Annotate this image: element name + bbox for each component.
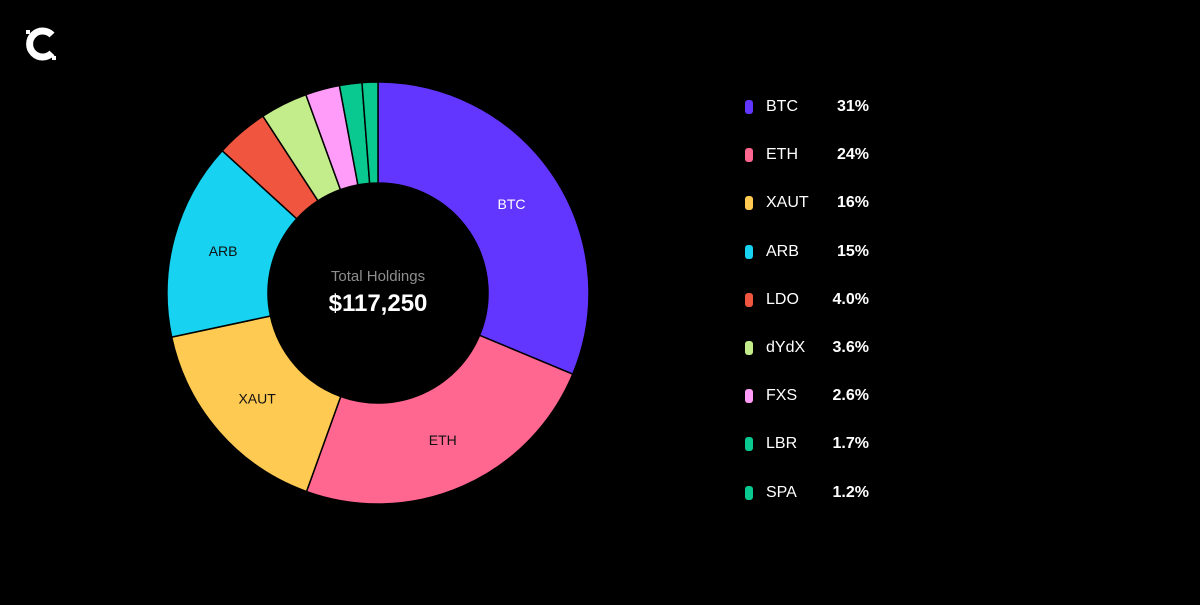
slice-spa [361,81,379,185]
legend-value: 24% [836,146,869,164]
legend-swatch [745,292,753,307]
legend-value: 3.6% [832,338,869,356]
legend-value: 2.6% [832,387,869,405]
legend-item-fxs: FXS 2.6% [745,385,885,433]
donut-chart-svg: BTC ETH XAUT ARB [166,81,590,505]
legend-label: LDO [766,290,799,308]
legend-swatch [745,437,753,452]
legend-item-xaut: XAUT 16% [745,192,885,240]
legend-label: ETH [766,146,798,164]
legend-label: LBR [766,435,798,453]
legend-item-dydx: dYdX 3.6% [745,337,885,385]
legend-value: 16% [836,194,869,212]
legend-label: SPA [766,483,797,501]
slice-btc [377,81,590,376]
slice-label-arb: ARB [209,243,238,259]
legend-item-btc: BTC 31% [745,96,885,144]
legend-item-spa: SPA 1.2% [745,482,885,530]
legend-value: 1.7% [832,435,869,453]
slice-xaut [170,315,342,493]
legend-swatch [745,196,753,211]
slice-label-eth: ETH [429,432,457,448]
legend-value: 4.0% [832,290,869,308]
legend-item-arb: ARB 15% [745,241,885,289]
total-holdings-value: $117,250 [328,290,428,317]
legend-value: 1.2% [832,483,869,501]
total-holdings-label: Total Holdings [330,268,426,285]
legend-label: ARB [766,242,799,260]
legend-value: 15% [836,242,869,260]
legend-label: XAUT [766,194,809,212]
legend-item-ldo: LDO 4.0% [745,289,885,337]
legend-label: BTC [766,98,798,115]
chart-legend: BTC 31% ETH 24% XAUT 16% ARB 15% LDO 4.0% dYdX 3.6%… [745,96,885,530]
slice-eth [305,334,574,505]
legend-swatch [745,389,753,404]
legend-item-lbr: LBR 1.7% [745,433,885,481]
legend-label: dYdX [766,338,806,356]
legend-value: 31% [836,98,869,115]
donut-chart: BTC ETH XAUT ARB [166,81,590,505]
slice-label-xaut: XAUT [238,391,276,407]
legend-swatch [745,244,753,259]
legend-swatch [745,148,753,163]
legend-swatch [745,100,753,114]
c-logo-icon [22,26,62,62]
legend-label: FXS [766,387,798,405]
slice-label-btc: BTC [498,196,526,212]
legend-swatch [745,340,753,355]
slice-arb [166,149,298,339]
legend-item-eth: ETH 24% [745,144,885,192]
legend-swatch [745,485,753,500]
